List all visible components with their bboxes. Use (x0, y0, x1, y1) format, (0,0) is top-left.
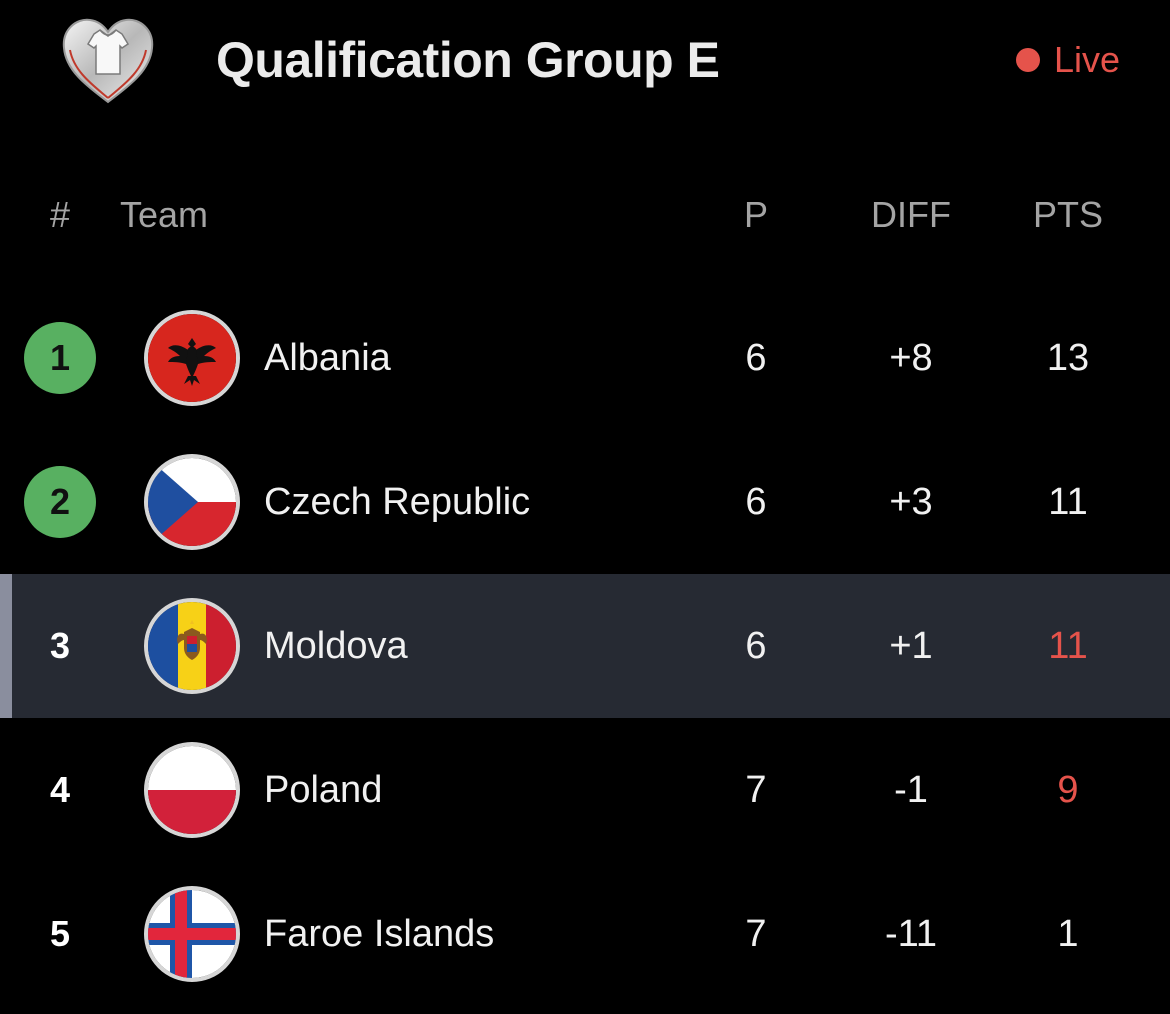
euro-qualifiers-trophy-icon (60, 14, 156, 106)
diff-value: +8 (889, 337, 933, 379)
moldova-flag-icon (144, 598, 240, 694)
points-value: 9 (1057, 769, 1079, 811)
table-row[interactable]: 4 Poland 7 -1 9 (0, 718, 1170, 862)
faroe-islands-flag-icon (144, 886, 240, 982)
poland-flag-icon (144, 742, 240, 838)
column-header-diff: DIFF (871, 194, 951, 235)
czech-republic-flag-icon (144, 454, 240, 550)
points-value: 11 (1048, 481, 1088, 523)
diff-value: -1 (894, 769, 928, 811)
table-row[interactable]: 5 Faroe Islands 7 -11 1 (0, 862, 1170, 1006)
points-value: 13 (1046, 337, 1090, 379)
rank-badge: 1 (24, 322, 96, 394)
albania-flag-icon (144, 310, 240, 406)
rank-number: 3 (49, 625, 71, 666)
table-row-highlighted[interactable]: 3 Moldova 6 +1 11 (0, 574, 1170, 718)
live-label: Live (1053, 39, 1120, 80)
table-row[interactable]: 1 Albania 6 +8 13 (0, 286, 1170, 430)
played-value: 6 (745, 337, 767, 379)
live-dot-icon (1015, 48, 1040, 72)
points-value: 11 (1048, 625, 1088, 667)
played-value: 7 (745, 769, 767, 811)
team-name: Czech Republic (264, 481, 531, 523)
diff-value: +3 (889, 481, 933, 523)
header: Qualification Group E Live (0, 0, 1170, 120)
played-value: 7 (745, 913, 767, 955)
team-name: Moldova (264, 625, 408, 667)
rank-number: 4 (49, 769, 71, 810)
played-value: 6 (745, 481, 767, 523)
team-name: Albania (264, 337, 391, 379)
highlight-bar (0, 574, 12, 718)
rank-badge: 2 (24, 466, 96, 538)
points-value: 1 (1057, 913, 1079, 955)
column-header-team: Team (120, 194, 209, 235)
team-name: Faroe Islands (264, 913, 495, 955)
column-header-points: PTS (1032, 194, 1103, 235)
column-header-rank: # (49, 194, 71, 235)
played-value: 6 (745, 625, 767, 667)
team-name: Poland (264, 769, 383, 811)
page-title: Qualification Group E (216, 32, 720, 88)
diff-value: -11 (884, 913, 938, 955)
column-header-played: P (743, 194, 768, 235)
live-indicator: Live (1015, 38, 1120, 82)
table-row[interactable]: 2 Czech Republic 6 +3 11 (0, 430, 1170, 574)
diff-value: +1 (889, 625, 933, 667)
rank-number: 5 (49, 913, 71, 954)
